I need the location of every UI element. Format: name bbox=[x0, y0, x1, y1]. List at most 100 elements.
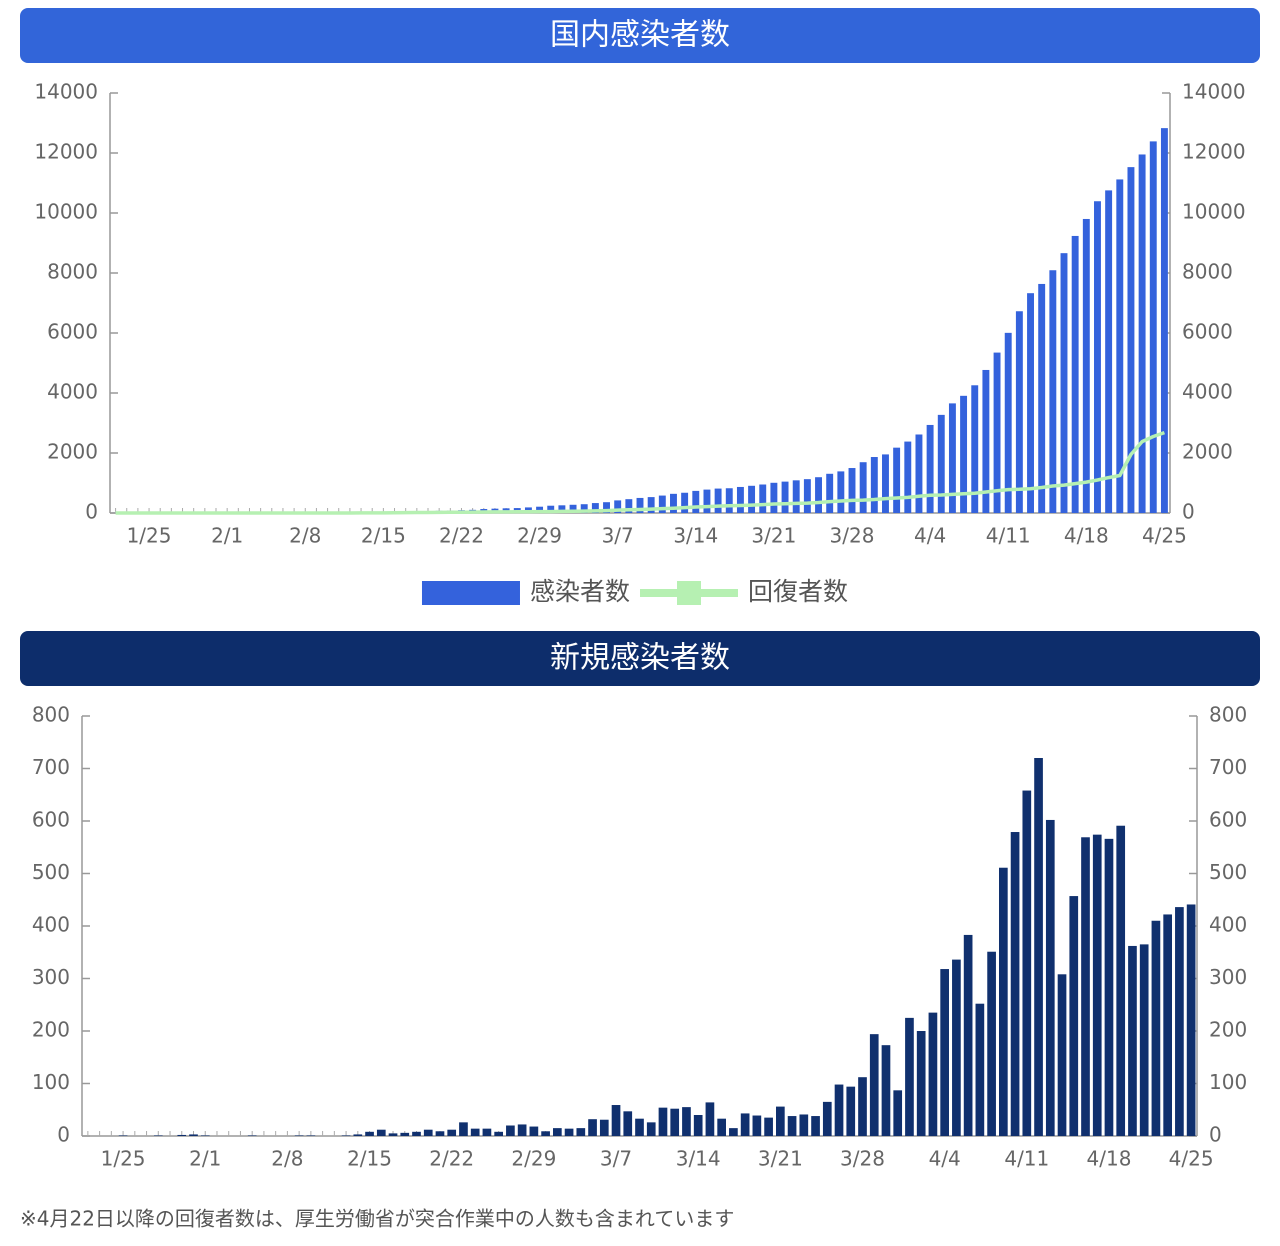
bar bbox=[736, 486, 744, 513]
y-tick-label: 8000 bbox=[47, 260, 98, 284]
x-tick-label: 1/25 bbox=[101, 1147, 146, 1171]
bar bbox=[200, 1135, 210, 1136]
bar bbox=[1038, 283, 1046, 513]
bar bbox=[915, 434, 923, 513]
bar bbox=[153, 1135, 163, 1136]
y2-tick-label: 10000 bbox=[1182, 200, 1246, 224]
y-tick-label: 400 bbox=[32, 913, 70, 937]
y-tick-label: 800 bbox=[32, 703, 70, 727]
title-bar bbox=[20, 631, 1260, 686]
x-tick-label: 3/14 bbox=[676, 1147, 721, 1171]
bar bbox=[470, 1128, 480, 1136]
bar bbox=[764, 1117, 773, 1136]
bar bbox=[611, 1105, 621, 1136]
bar bbox=[982, 369, 990, 513]
bar bbox=[636, 497, 644, 513]
bar bbox=[752, 1115, 762, 1136]
x-tick-label: 3/21 bbox=[751, 524, 796, 548]
y2-tick-label: 500 bbox=[1209, 860, 1247, 884]
bar bbox=[658, 1107, 668, 1136]
x-tick-label: 3/21 bbox=[758, 1147, 803, 1171]
bar bbox=[376, 1129, 386, 1136]
bar bbox=[447, 1129, 457, 1136]
y-tick-label: 0 bbox=[57, 1123, 70, 1147]
x-tick-label: 4/25 bbox=[1142, 524, 1187, 548]
bar bbox=[759, 484, 767, 513]
bar bbox=[353, 1134, 363, 1136]
bar bbox=[517, 1124, 527, 1136]
bar bbox=[580, 504, 588, 513]
bar bbox=[1004, 332, 1012, 513]
bar bbox=[993, 352, 1001, 513]
bar bbox=[893, 447, 901, 513]
bar bbox=[603, 502, 610, 513]
y2-tick-label: 8000 bbox=[1182, 260, 1233, 284]
bar bbox=[552, 1128, 562, 1136]
bar bbox=[1104, 838, 1114, 1136]
bar bbox=[625, 499, 633, 513]
bar bbox=[1116, 825, 1126, 1136]
x-tick-label: 2/22 bbox=[439, 524, 484, 548]
bar bbox=[811, 1116, 820, 1136]
bar bbox=[1186, 904, 1196, 1136]
y2-tick-label: 0 bbox=[1182, 500, 1195, 524]
x-tick-label: 3/28 bbox=[840, 1147, 885, 1171]
bar bbox=[781, 481, 789, 513]
bar bbox=[926, 424, 934, 513]
y-tick-label: 600 bbox=[32, 808, 70, 832]
bar bbox=[547, 505, 555, 513]
bar bbox=[775, 1106, 785, 1136]
bar bbox=[998, 867, 1008, 1136]
bar bbox=[647, 497, 655, 513]
bar bbox=[341, 1135, 351, 1136]
y-tick-label: 100 bbox=[32, 1070, 70, 1094]
bar bbox=[882, 454, 889, 513]
bar bbox=[881, 1045, 891, 1136]
x-tick-label: 3/14 bbox=[673, 524, 718, 548]
bar bbox=[714, 488, 722, 513]
bar bbox=[635, 1118, 644, 1136]
bar bbox=[904, 441, 912, 513]
legend-label: 感染者数 bbox=[530, 577, 630, 606]
y2-tick-label: 0 bbox=[1209, 1123, 1222, 1147]
bar bbox=[494, 1131, 504, 1136]
y-tick-label: 6000 bbox=[47, 320, 98, 344]
bar bbox=[692, 490, 700, 513]
x-tick-label: 4/11 bbox=[1004, 1147, 1049, 1171]
bar bbox=[423, 1129, 433, 1136]
bar bbox=[670, 1108, 680, 1136]
y-tick-label: 12000 bbox=[34, 140, 98, 164]
bar bbox=[435, 1131, 445, 1136]
bar bbox=[294, 1135, 304, 1136]
y2-tick-label: 6000 bbox=[1182, 320, 1233, 344]
bar bbox=[869, 1034, 879, 1136]
y2-tick-label: 700 bbox=[1209, 755, 1247, 779]
y2-tick-label: 12000 bbox=[1182, 140, 1246, 164]
bar bbox=[1027, 293, 1034, 513]
bar bbox=[928, 1012, 938, 1136]
line bbox=[115, 430, 1165, 515]
bar bbox=[834, 1084, 844, 1136]
bar bbox=[658, 495, 666, 513]
legend-marker bbox=[677, 581, 701, 605]
bar bbox=[599, 1119, 609, 1136]
y-tick-label: 200 bbox=[32, 1018, 70, 1042]
bar bbox=[1127, 167, 1135, 513]
bar bbox=[506, 1125, 515, 1136]
y2-tick-label: 100 bbox=[1209, 1070, 1247, 1094]
bar bbox=[1071, 235, 1079, 513]
y2-tick-label: 2000 bbox=[1182, 440, 1233, 464]
y-tick-label: 4000 bbox=[47, 380, 98, 404]
bar bbox=[905, 1017, 914, 1136]
bar bbox=[848, 468, 856, 513]
bar bbox=[858, 1077, 867, 1136]
chart-title: 新規感染者数 bbox=[550, 641, 730, 676]
bar bbox=[940, 969, 950, 1136]
bar bbox=[803, 479, 811, 513]
bar bbox=[569, 504, 577, 513]
footnote: ※4月22日以降の回復者数は、厚生労働省が突合作業中の人数も含まれています bbox=[20, 1207, 734, 1231]
bar bbox=[541, 1131, 550, 1136]
x-tick-label: 2/8 bbox=[271, 1147, 303, 1171]
bar bbox=[529, 1126, 539, 1136]
